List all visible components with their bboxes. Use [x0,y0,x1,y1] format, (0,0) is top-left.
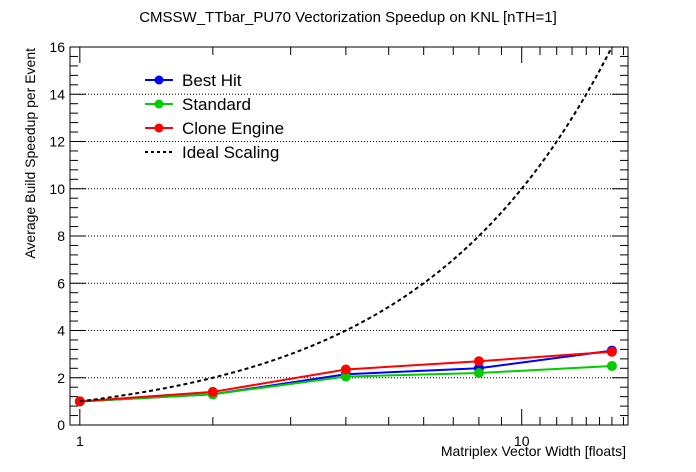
x-axis-title: Matriplex Vector Width [floats] [441,443,626,459]
data-point-standard [473,368,484,379]
y-tick-label: 6 [57,275,65,291]
y-tick-label: 10 [49,181,65,197]
series-line-ideal-scaling [79,46,613,403]
y-tick-label: 8 [57,228,65,244]
y-tick-label: 2 [57,370,65,386]
legend-marker-standard [154,99,164,109]
grid-lines [70,93,628,379]
legend-label-clone-engine: Clone Engine [182,119,284,138]
y-tick-label: 4 [57,323,65,339]
series-layer [74,46,617,407]
data-point-clone-engine [340,364,351,375]
y-tick-label: 14 [49,86,65,102]
chart-title: CMSSW_TTbar_PU70 Vectorization Speedup o… [139,9,557,26]
legend: Best Hit Standard Clone Engine Ideal Scalin… [145,71,284,162]
y-axis-ticks: 0 2 4 6 8 10 12 14 16 [49,39,628,433]
legend-label-standard: Standard [182,95,251,114]
legend-label-ideal-scaling: Ideal Scaling [182,143,279,162]
legend-marker-clone-engine [154,123,164,133]
y-tick-label: 12 [49,134,65,150]
y-tick-label: 16 [49,39,65,55]
y-tick-label: 0 [57,417,65,433]
legend-label-best-hit: Best Hit [182,71,242,90]
y-axis-title: Average Build Speedup per Event [22,48,38,259]
data-point-clone-engine [606,346,617,357]
legend-marker-best-hit [154,75,164,85]
x-tick-label: 1 [76,433,84,449]
data-point-clone-engine [473,356,484,367]
x-tick-label: 10 [514,433,530,449]
data-point-standard [606,360,617,371]
x-axis-ticks: 1 10 [76,47,625,449]
data-point-clone-engine [207,386,218,397]
